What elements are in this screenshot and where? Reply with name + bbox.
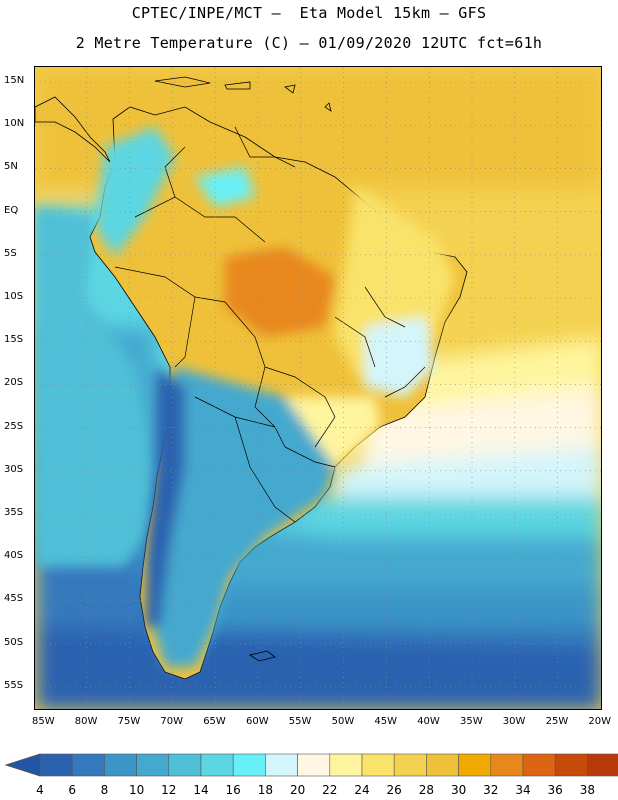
lon-tick-label: 80W [74, 716, 98, 727]
colorbar-tick-label: 4 [36, 783, 44, 797]
colorbar-swatch [426, 753, 459, 777]
colorbar-tick-label: 14 [193, 783, 208, 797]
lon-tick-label: 20W [588, 716, 612, 727]
lat-tick-label: 25S [4, 420, 24, 432]
colorbar-tick-label: 12 [161, 783, 176, 797]
lon-tick-label: 75W [117, 716, 141, 727]
lat-tick-label: 30S [4, 463, 24, 475]
colorbar-swatch [104, 753, 137, 777]
lat-tick-label: 15N [4, 75, 25, 86]
lat-tick-label: 5N [4, 161, 18, 173]
colorbar-swatch [297, 753, 331, 777]
colorbar-swatch [71, 753, 105, 777]
lon-tick-label: 40W [417, 716, 440, 727]
andes-cold-zone [145, 367, 185, 627]
colorbar-tick-label: 38 [580, 783, 595, 797]
colorbar-tick-label: 16 [226, 783, 241, 797]
lat-tick-label: 40S [4, 550, 24, 562]
colorbar-swatch [200, 753, 234, 777]
lon-tick-label: 25W [545, 716, 569, 727]
lat-tick-label: 5S [4, 247, 17, 259]
map-panel [34, 66, 602, 710]
southern-cone-cool [145, 367, 335, 667]
colorbar-swatch [136, 753, 170, 777]
title-line-2: 2 Metre Temperature (C) – 01/09/2020 12U… [75, 34, 543, 52]
temperature-map [35, 67, 601, 709]
colorbar-swatch [490, 753, 524, 777]
lon-tick-label: 50W [331, 716, 355, 727]
lon-tick-label: 85W [32, 716, 55, 727]
colorbar-tick-label: 10 [129, 783, 144, 797]
lon-tick-label: 55W [288, 716, 312, 727]
colorbar-tick-label: 20 [290, 783, 305, 797]
colorbar-swatch [587, 753, 618, 777]
central-america-land [35, 96, 111, 163]
colorbar-tick-label: 36 [548, 783, 563, 797]
lat-tick-label: 10N [4, 118, 25, 130]
lon-tick-label: 60W [246, 716, 269, 727]
colorbar-swatch [265, 753, 298, 777]
colorbar-tick-label: 22 [322, 783, 337, 797]
colorbar-tick-label: 30 [451, 783, 466, 797]
lat-tick-label: 45S [4, 593, 24, 605]
colorbar-swatch [329, 753, 363, 777]
colorbar-swatch [458, 753, 492, 777]
colorbar-tick-label: 8 [101, 783, 109, 797]
colorbar-tick-label: 28 [419, 783, 434, 797]
pacific-coastal-band [35, 207, 165, 567]
colorbar-tick-label: 34 [515, 783, 530, 797]
colorbar-tick-label: 24 [354, 783, 369, 797]
lat-tick-label: 55S [4, 679, 24, 691]
colorbar-swatch [232, 753, 266, 777]
amazon-hot-zone [225, 247, 335, 337]
colorbar-swatch [168, 753, 202, 777]
colorbar-swatch [554, 753, 588, 777]
title-line-1: CPTEC/INPE/MCT – Eta Model 15km – GFS [131, 4, 487, 22]
colorbar: 4 6 8 10 12 14 16 18 20 22 24 26 28 30 32 34 36 38 [4, 753, 618, 797]
lat-tick-label: 15S [4, 334, 24, 346]
lon-tick-label: 30W [502, 716, 526, 727]
lat-tick-label: 20S [4, 377, 24, 389]
falkland-islands [249, 650, 276, 662]
lon-tick-label: 35W [460, 716, 483, 727]
northern-andes-cool [95, 127, 175, 257]
guiana-highlands-cool [195, 167, 255, 207]
lat-tick-label: 35S [4, 507, 24, 518]
lon-tick-label: 70W [160, 716, 184, 727]
caribbean-islands [154, 76, 332, 112]
lon-tick-label: 65W [203, 716, 226, 727]
lat-tick-label: 50S [4, 636, 24, 648]
colorbar-tick-label: 18 [258, 783, 273, 797]
colorbar-under-arrow [4, 753, 41, 777]
colorbar-tick-label: 26 [387, 783, 402, 797]
colorbar-tick-label: 32 [483, 783, 498, 797]
lat-tick-label: 10S [4, 291, 24, 302]
colorbar-swatch [393, 753, 427, 777]
colorbar-tick-label: 6 [68, 783, 76, 797]
colorbar-swatch [39, 753, 73, 777]
country-borders [114, 126, 426, 523]
southeast-brazil-cool [365, 317, 435, 397]
lon-tick-label: 45W [374, 716, 398, 727]
lat-tick-label: EQ [4, 204, 19, 216]
colorbar-swatch [361, 753, 395, 777]
colorbar-swatch [522, 753, 556, 777]
